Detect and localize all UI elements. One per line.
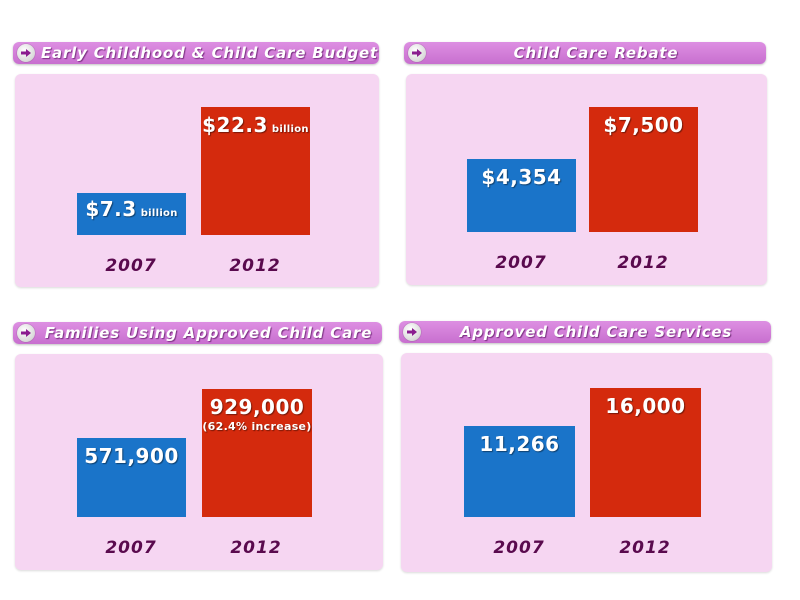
arrow-right-circle-icon xyxy=(408,44,426,62)
x-tick-label-2007: 2007 xyxy=(495,253,547,273)
chart-4-panel xyxy=(401,353,772,572)
x-tick-label-2012: 2012 xyxy=(230,538,282,558)
bar-2012: 16,000 xyxy=(590,388,701,517)
chart-title: Approved Child Care Services xyxy=(459,323,733,341)
chart-3-header: Families Using Approved Child Care xyxy=(13,322,382,344)
x-tick-label-2007: 2007 xyxy=(105,538,157,558)
bar-value-unit: billion xyxy=(271,124,309,135)
bar-2012: $22.3 billion xyxy=(201,107,310,235)
x-tick-label-2007: 2007 xyxy=(493,538,545,558)
bar-2007: $4,354 xyxy=(467,159,576,232)
bar-2007: $7.3 billion xyxy=(77,193,186,235)
bar-value-label: 929,000 xyxy=(209,395,305,419)
bar-value-label: $7.3 xyxy=(85,197,137,221)
bar-value-label: 11,266 xyxy=(479,432,560,456)
bar-value-label: $7,500 xyxy=(603,113,684,137)
chart-4-header: Approved Child Care Services xyxy=(399,321,771,343)
bar-2007: 11,266 xyxy=(464,426,575,517)
bar-value-note: (62.4% increase) xyxy=(202,420,312,433)
chart-1-panel xyxy=(15,74,379,287)
chart-title: Families Using Approved Child Care xyxy=(44,324,373,342)
arrow-right-circle-icon xyxy=(17,44,35,62)
x-tick-label-2012: 2012 xyxy=(229,256,281,276)
bar-value-label: 16,000 xyxy=(605,394,686,418)
x-tick-label-2012: 2012 xyxy=(617,253,669,273)
bar-2012: $7,500 xyxy=(589,107,698,232)
bar-value-unit: billion xyxy=(140,208,178,219)
bar-2007: 571,900 xyxy=(77,438,186,517)
bar-value-label: $4,354 xyxy=(481,165,562,189)
chart-2-header: Child Care Rebate xyxy=(404,42,766,64)
arrow-right-circle-icon xyxy=(403,323,421,341)
x-tick-label-2007: 2007 xyxy=(105,256,157,276)
bar-value-label: $22.3 xyxy=(202,113,268,137)
bar-value-label: 571,900 xyxy=(84,444,179,468)
bar-2012: 929,000 (62.4% increase) xyxy=(202,389,312,517)
chart-2-panel xyxy=(406,74,767,285)
arrow-right-circle-icon xyxy=(17,324,35,342)
x-tick-label-2012: 2012 xyxy=(619,538,671,558)
chart-title: Child Care Rebate xyxy=(513,44,679,62)
chart-3-panel xyxy=(15,354,383,570)
chart-1-header: Early Childhood & Child Care Budget xyxy=(13,42,379,64)
chart-title: Early Childhood & Child Care Budget xyxy=(41,44,378,62)
